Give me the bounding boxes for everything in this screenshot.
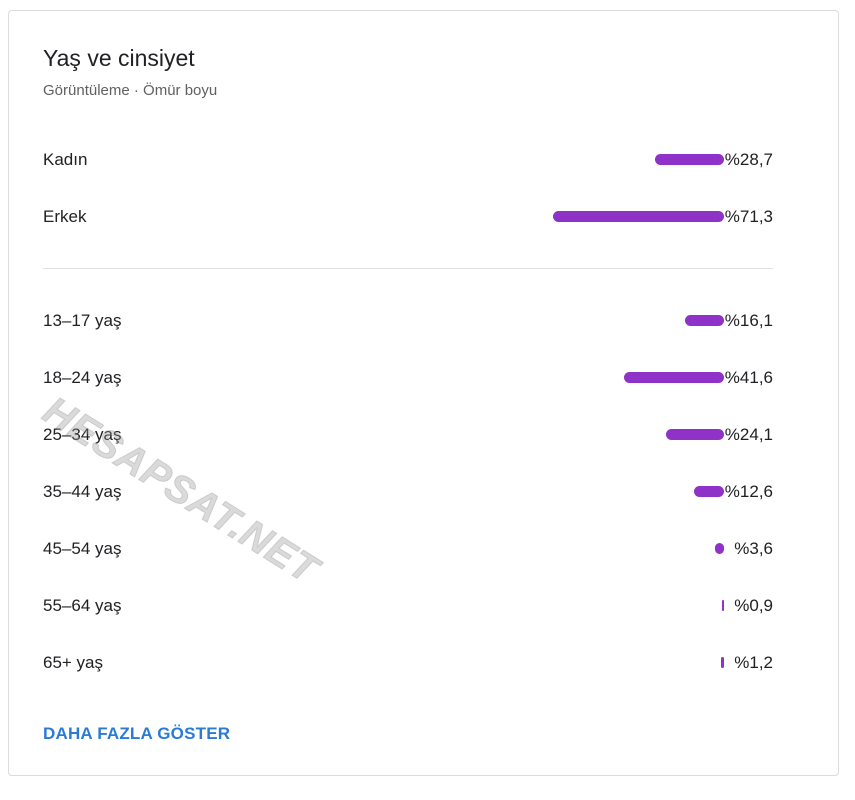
age-label: 35–44 yaş [43,482,122,501]
age-bar-track [443,486,724,497]
age-bar-track [443,429,724,440]
age-label: 65+ yaş [43,653,104,672]
age-bar-track [443,600,724,611]
age-value: %16,1 [724,311,773,330]
section-divider [43,268,773,269]
age-row: 65+ yaş %1,2 [43,651,773,675]
age-row: 55–64 yaş %0,9 [43,594,773,618]
age-label: 18–24 yaş [43,368,122,387]
age-bar-track [443,543,724,554]
age-value: %12,6 [724,482,773,501]
gender-row: Kadın %28,7 [43,148,773,172]
gender-value: %71,3 [724,207,773,226]
age-value: %41,6 [724,368,773,387]
age-bar [624,372,724,383]
age-bar [685,315,724,326]
age-label: 55–64 yaş [43,596,122,615]
gender-bar [552,211,724,222]
age-bar [715,543,724,554]
age-value: %3,6 [734,539,773,558]
gender-label: Erkek [43,207,87,226]
age-value: %0,9 [734,596,773,615]
gender-bar [655,154,724,165]
age-row: 13–17 yaş %16,1 [43,309,773,333]
gender-bar-track [443,154,724,165]
gender-label: Kadın [43,150,88,169]
gender-bar-track [443,211,724,222]
age-row: 45–54 yaş %3,6 [43,537,773,561]
age-row: 25–34 yaş %24,1 [43,423,773,447]
age-gender-card: Yaş ve cinsiyet Görüntüleme · Ömür boyu … [8,10,839,776]
age-value: %24,1 [724,425,773,444]
age-bar [721,657,724,668]
age-bar-track [443,315,724,326]
age-bar-track [443,372,724,383]
gender-value: %28,7 [724,150,773,169]
age-bar [693,486,724,497]
age-value: %1,2 [734,653,773,672]
age-bar-track [443,657,724,668]
age-bar [721,600,724,611]
card-title: Yaş ve cinsiyet [43,45,195,71]
age-label: 45–54 yaş [43,539,122,558]
show-more-link[interactable]: DAHA FAZLA GÖSTER [43,724,231,743]
age-label: 25–34 yaş [43,425,122,444]
age-row: 18–24 yaş %41,6 [43,366,773,390]
age-row: 35–44 yaş %12,6 [43,480,773,504]
age-label: 13–17 yaş [43,311,122,330]
age-bar [666,429,724,440]
card-subtitle: Görüntüleme · Ömür boyu [43,82,218,99]
gender-row: Erkek %71,3 [43,205,773,229]
